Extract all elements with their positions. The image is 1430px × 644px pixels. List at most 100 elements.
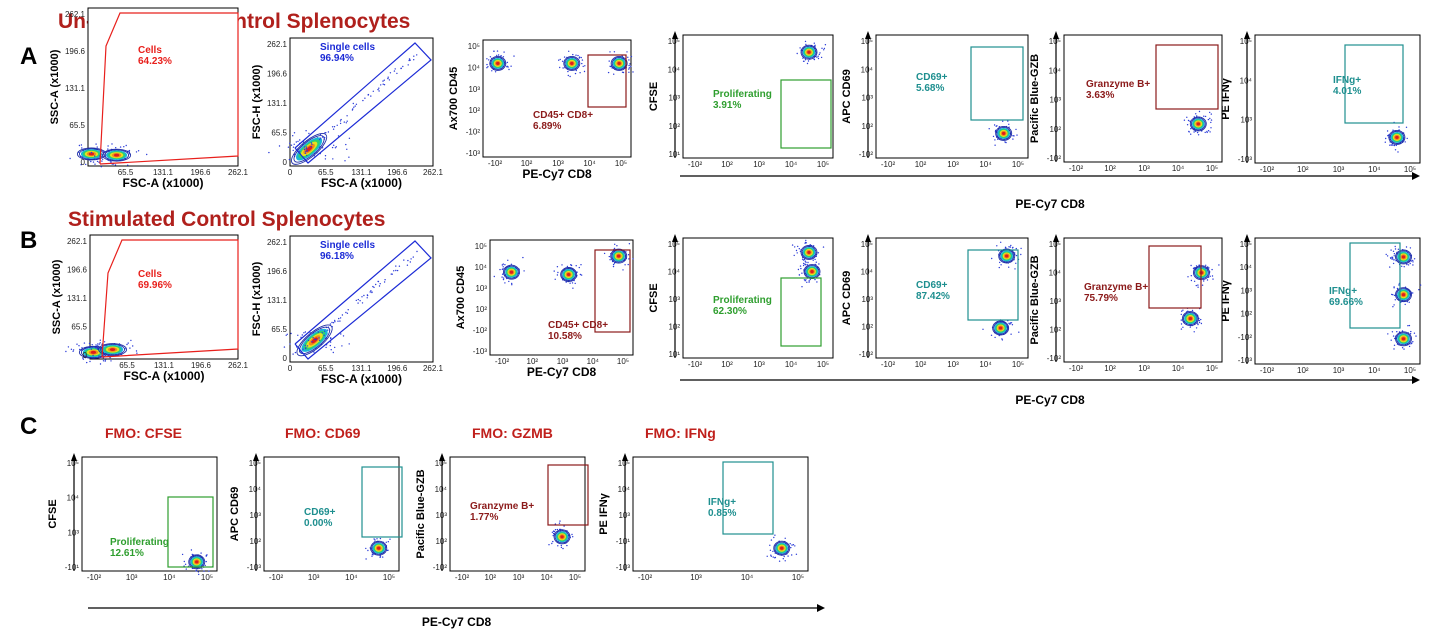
- density-contour: [1395, 249, 1412, 265]
- scatter-event: [578, 266, 580, 269]
- density-contour: [113, 153, 120, 157]
- scatter-event: [802, 259, 805, 261]
- scatter-event: [579, 273, 582, 276]
- density-contour: [1188, 317, 1193, 321]
- scatter-event: [1401, 265, 1403, 267]
- density-contour: [504, 265, 519, 279]
- scatter-event: [111, 143, 113, 145]
- scatter-event: [324, 330, 326, 332]
- y-tick-label: 262.1: [67, 237, 88, 246]
- scatter-event: [778, 560, 781, 562]
- scatter-event: [1207, 118, 1210, 121]
- scatter-event: [125, 144, 127, 147]
- scatter-event: [305, 148, 308, 150]
- scatter-event: [362, 99, 364, 102]
- y-tick-label: 10¹: [668, 350, 680, 359]
- scatter-event: [632, 71, 634, 73]
- y-axis-arrow-head: [1244, 234, 1250, 242]
- scatter-event: [1393, 255, 1395, 257]
- scatter-event: [378, 285, 381, 287]
- scatter-event: [1197, 323, 1199, 326]
- scatter-event: [804, 241, 807, 244]
- y-tick-label: -10¹: [616, 537, 631, 546]
- gate-rect: [780, 277, 822, 347]
- x-tick-label: 262.1: [228, 361, 249, 370]
- scatter-event: [387, 541, 389, 543]
- scatter-event: [110, 161, 112, 163]
- y-tick-label: 10⁵: [861, 240, 873, 249]
- scatter-event: [630, 65, 632, 68]
- scatter-event: [562, 67, 564, 69]
- scatter-event: [135, 350, 138, 352]
- scatter-event: [1016, 134, 1018, 136]
- x-tick-label: 65.5: [119, 361, 135, 370]
- density-contour: [998, 326, 1003, 330]
- scatter-event: [99, 342, 101, 344]
- scatter-event: [370, 290, 372, 292]
- x-axis-label: FSC-A (x1000): [123, 176, 204, 190]
- scatter-event: [387, 77, 389, 80]
- scatter-event: [366, 297, 368, 299]
- gate-rect: [361, 466, 403, 538]
- scatter-event: [146, 153, 148, 156]
- scatter-event: [337, 135, 340, 137]
- scatter-event: [628, 243, 631, 245]
- scatter-event: [774, 534, 776, 536]
- scatter-event: [394, 68, 396, 70]
- scatter-event: [311, 143, 313, 145]
- scatter-event: [67, 346, 70, 348]
- density-contour: [800, 44, 818, 60]
- scatter-event: [773, 536, 775, 539]
- scatter-event: [1411, 342, 1413, 344]
- scatter-event: [1401, 347, 1404, 349]
- scatter-event: [801, 258, 804, 260]
- scatter-event: [556, 528, 559, 531]
- scatter-event: [114, 164, 117, 166]
- y-tick-label: 10⁴: [668, 268, 681, 277]
- scatter-event: [1403, 266, 1405, 268]
- scatter-event: [339, 320, 341, 322]
- scatter-event: [88, 346, 90, 348]
- scatter-event: [1392, 262, 1395, 265]
- scatter-event: [818, 53, 820, 56]
- x-tick-label: 10⁵: [615, 159, 627, 168]
- scatter-event: [791, 244, 794, 246]
- scatter-event: [1404, 303, 1406, 306]
- scatter-event: [580, 274, 583, 276]
- scatter-event: [1393, 304, 1395, 306]
- scatter-event: [413, 59, 415, 61]
- gate-rect: [780, 79, 832, 149]
- x-tick-label: -10²: [495, 357, 510, 366]
- scatter-event: [1212, 278, 1214, 280]
- scatter-event: [559, 58, 561, 61]
- scatter-event: [614, 243, 616, 245]
- scatter-event: [1182, 326, 1184, 328]
- scatter-event: [94, 163, 96, 165]
- y-axis-label: CFSE: [648, 283, 660, 312]
- scatter-event: [1413, 258, 1416, 260]
- y-tick-label: 0: [283, 158, 288, 167]
- scatter-event: [548, 544, 550, 546]
- scatter-event: [102, 158, 104, 160]
- scatter-event: [382, 80, 384, 82]
- gate-percentage-label: 4.01%: [1333, 86, 1361, 97]
- scatter-event: [803, 279, 806, 281]
- y-tick-label: 131.1: [65, 84, 86, 93]
- scatter-event: [496, 50, 499, 52]
- scatter-event: [783, 555, 785, 558]
- scatter-event: [823, 47, 826, 50]
- scatter-event: [83, 342, 86, 344]
- x-tick-label: -10²: [881, 160, 896, 169]
- y-tick-label: 10⁴: [861, 268, 874, 277]
- density-contour: [1189, 116, 1207, 132]
- scatter-event: [796, 52, 798, 55]
- density-contour: [490, 56, 506, 70]
- scatter-event: [1412, 261, 1414, 263]
- scatter-event: [1189, 326, 1192, 328]
- gate-single-cells: [294, 42, 432, 164]
- y-axis-arrow-head: [622, 453, 628, 461]
- x-tick-label: 10³: [753, 360, 765, 369]
- panel-letter-b: B: [20, 227, 37, 254]
- scatter-event: [1193, 131, 1195, 133]
- scatter-event: [1181, 310, 1183, 312]
